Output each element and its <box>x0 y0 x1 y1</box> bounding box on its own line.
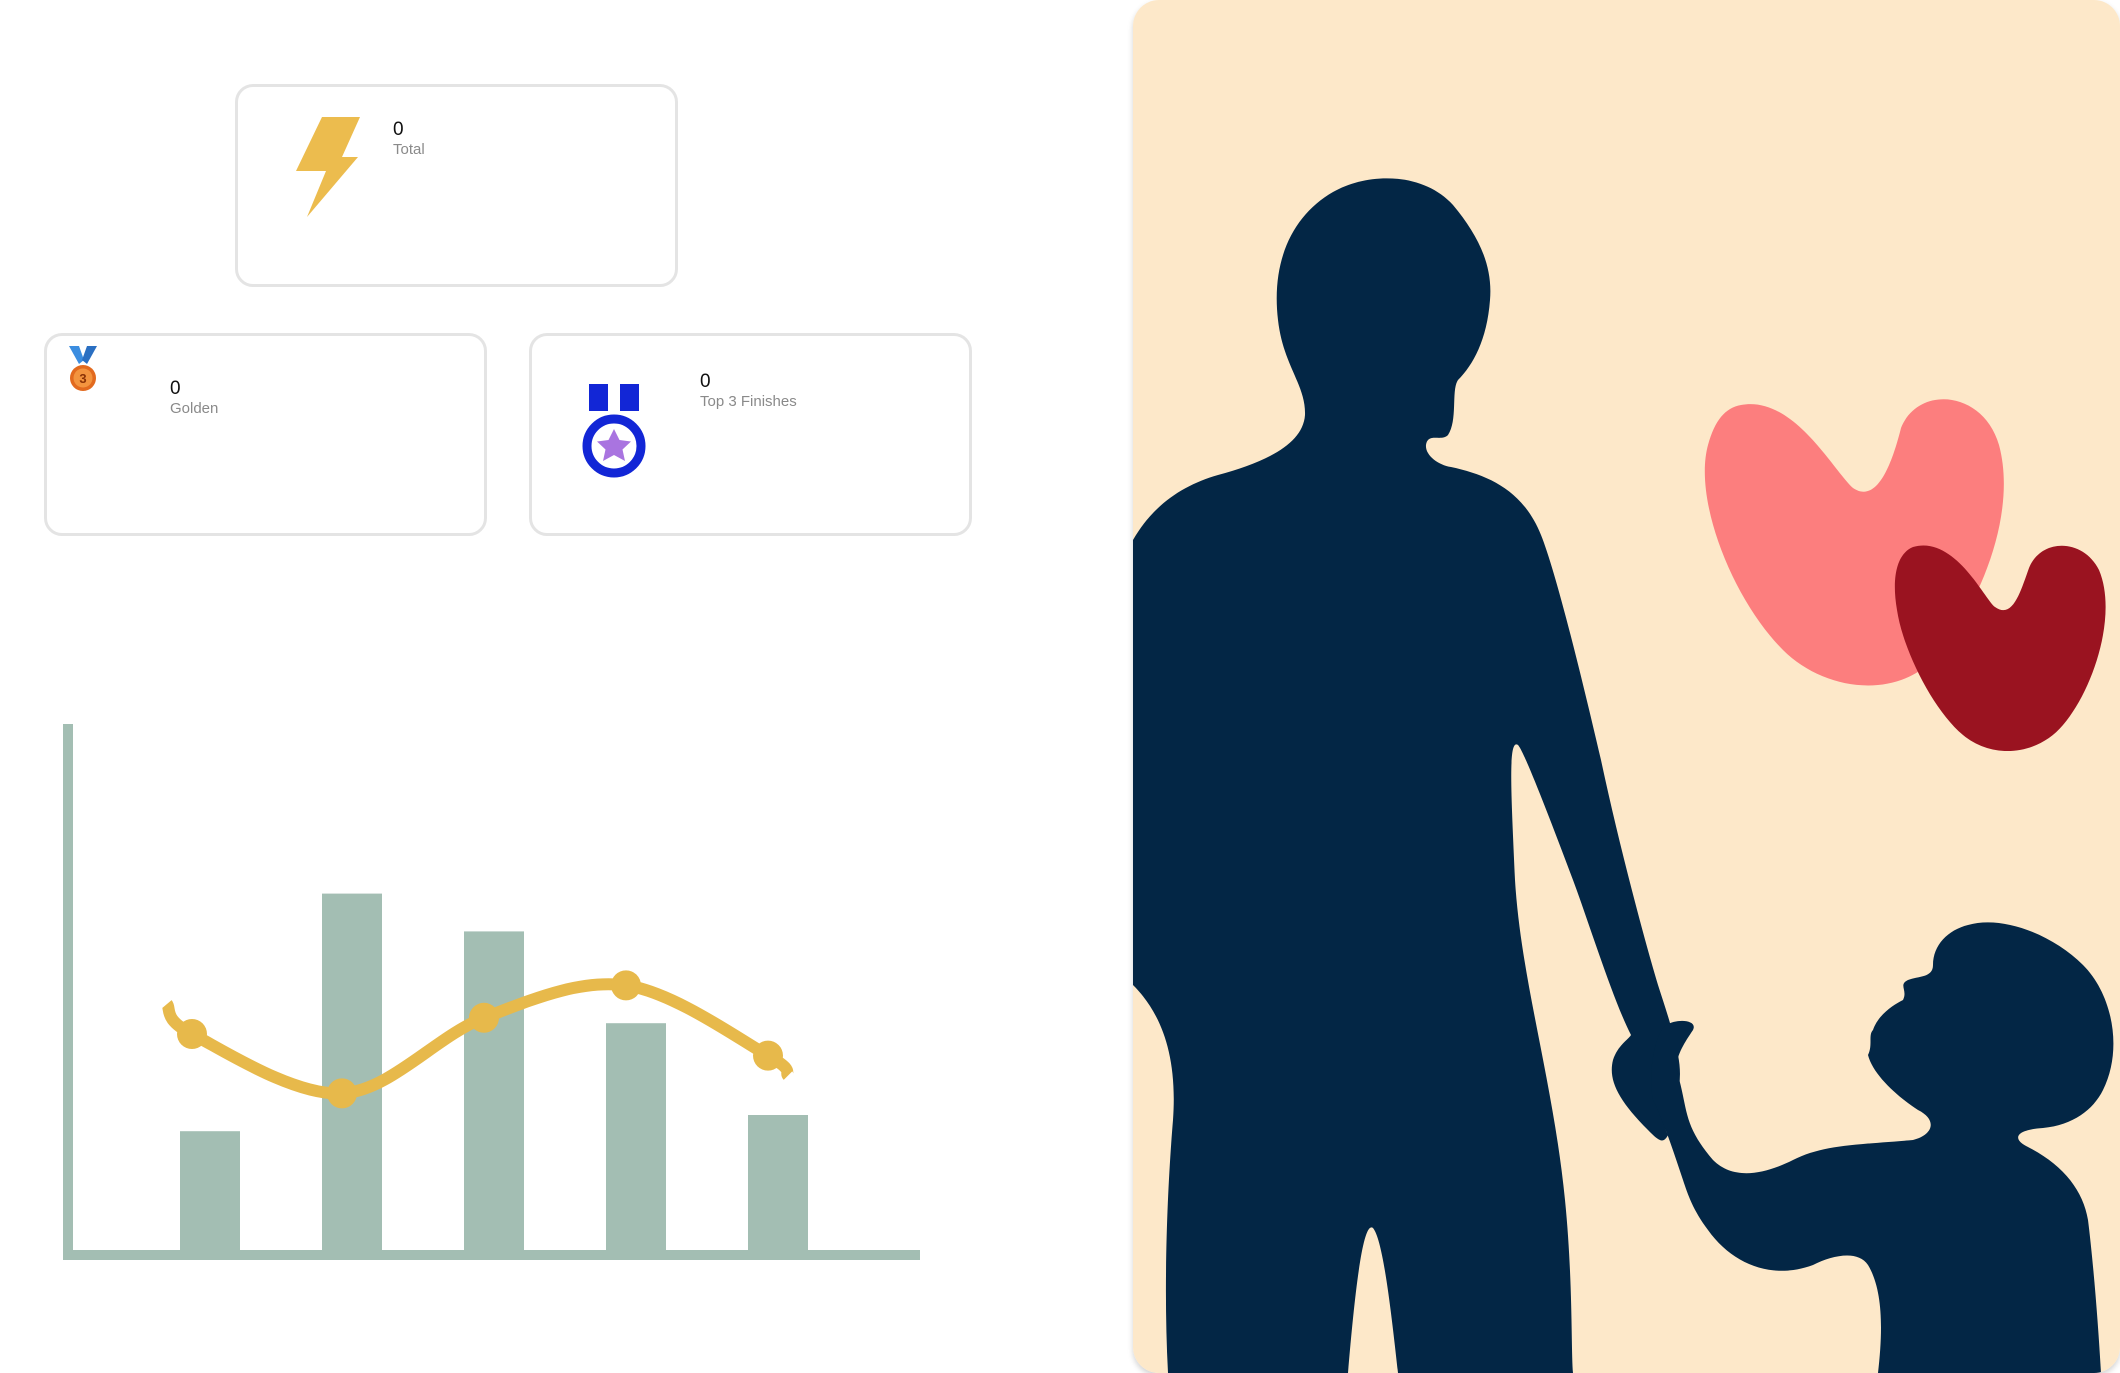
total-label: Total <box>393 141 425 158</box>
top3-value: 0 <box>700 371 711 392</box>
trend-point <box>327 1078 357 1109</box>
trend-points <box>177 970 783 1109</box>
decorative-chart-illustration <box>63 724 920 1260</box>
chart-bar <box>180 1131 240 1250</box>
golden-value: 0 <box>170 378 181 399</box>
third-place-medal-icon: 3 <box>67 346 99 399</box>
stat-card-top3: 0 Top 3 Finishes <box>529 333 972 536</box>
chart-bar <box>748 1115 808 1250</box>
stat-card-total: 0 Total <box>235 84 678 287</box>
bars-group <box>180 893 808 1250</box>
parent-child-illustration <box>1133 0 2120 1373</box>
chart-x-axis <box>63 1250 920 1260</box>
adult-silhouette <box>1133 178 1680 1373</box>
svg-text:3: 3 <box>79 371 86 386</box>
chart-bar <box>464 931 524 1250</box>
total-value: 0 <box>393 119 404 140</box>
trend-point <box>611 970 641 1001</box>
trend-point <box>177 1019 207 1049</box>
chart-y-axis <box>63 724 73 1260</box>
heart-dark <box>1894 545 2106 752</box>
stat-card-golden: 3 0 Golden <box>44 333 487 536</box>
star-medal-icon <box>581 384 647 495</box>
chart-bar <box>606 1023 666 1250</box>
trend-point <box>753 1040 783 1071</box>
golden-label: Golden <box>170 400 219 417</box>
trend-point <box>469 1002 499 1033</box>
top3-label: Top 3 Finishes <box>700 393 797 410</box>
lightning-bolt-icon <box>296 117 362 222</box>
child-silhouette <box>1651 922 2114 1373</box>
chart-bar <box>322 893 382 1250</box>
